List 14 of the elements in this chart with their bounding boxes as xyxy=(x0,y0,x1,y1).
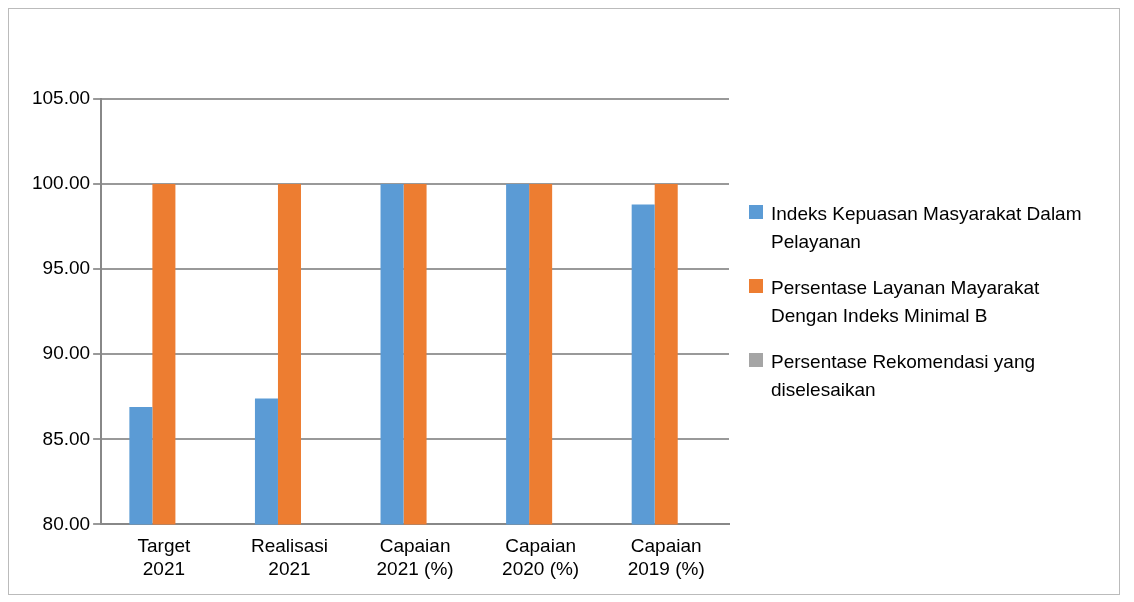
x-tick-label: Capaian 2020 (%) xyxy=(502,535,580,579)
legend-label: Indeks Kepuasan Masyarakat Dalam Pelayanan xyxy=(771,201,1083,254)
x-tick-label: Realisasi 2021 xyxy=(250,535,329,579)
legend-label: Persentase Rekomendasi yang diselesaikan xyxy=(771,349,1037,402)
y-tick-label: 105.00 xyxy=(31,87,91,109)
x-tick-label: Target 2021 xyxy=(137,535,192,579)
y-tick-label: 90.00 xyxy=(42,342,91,364)
y-tick-label: 100.00 xyxy=(31,172,91,194)
y-tick-label: 80.00 xyxy=(42,512,91,534)
y-tick-label: 85.00 xyxy=(42,427,91,449)
x-tick-label: Capaian 2021 (%) xyxy=(376,535,454,579)
legend-label: Persentase Layanan Mayarakat Dengan Indeks Minimal B xyxy=(771,275,1041,328)
x-tick-label: Capaian 2019 (%) xyxy=(627,535,705,579)
y-tick-label: 95.00 xyxy=(42,257,91,279)
